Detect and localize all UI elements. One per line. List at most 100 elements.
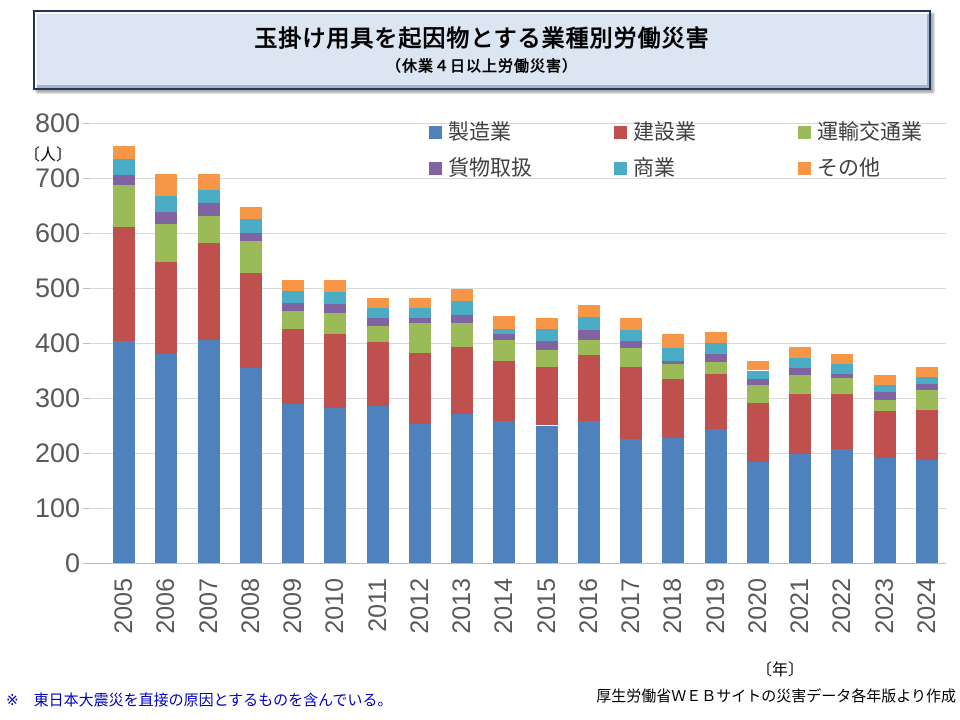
bar-segment [831,363,854,374]
bar-segment [577,305,600,318]
bar-segment [704,343,727,354]
legend-label: 運輸交通業 [817,120,922,144]
legend-item: 建設業 [614,121,696,143]
bar-segment [113,175,135,186]
y-axis-tick [83,563,90,564]
bar-segment [197,173,220,190]
bar-segment [704,429,727,563]
bar-segment [704,374,727,430]
legend-label: 製造業 [448,120,511,144]
bar-segment [620,367,643,440]
bar-segment [535,367,558,426]
bar-segment [662,360,685,365]
bar-segment [113,226,135,341]
y-axis-tick [83,288,90,289]
y-tick-label: 100 [34,493,80,523]
legend-swatch [429,125,442,139]
bar-segment [704,354,727,362]
bar-segment [915,460,938,563]
legend-item: 運輸交通業 [798,121,922,143]
bar-segment [746,402,769,462]
bar-segment [282,302,305,312]
bar-segment [535,317,558,330]
gridline [90,563,946,564]
legend-swatch [798,125,811,139]
bar-segment [408,308,431,319]
bar-segment [282,329,305,404]
bar-segment [239,207,262,220]
x-tick-label: 2020 [743,578,772,634]
bar-segment [535,425,558,563]
y-tick-label: 300 [34,383,80,413]
bar-segment [324,333,347,409]
x-tick-label: 2018 [659,578,688,634]
legend-item: 製造業 [429,121,511,143]
bar-segment [873,410,896,458]
bar-segment [873,399,896,411]
x-tick-label: 2022 [828,578,857,634]
bar-segment [831,448,854,563]
x-axis-unit-label: 〔年〕 [756,662,805,679]
y-tick-label: 500 [34,273,80,303]
bar-segment [789,393,812,454]
bar-segment [746,384,769,403]
bar-segment [451,314,474,324]
x-tick-label: 2006 [152,578,181,634]
bar-segment [366,317,389,326]
y-axis-tick [83,398,90,399]
bar-segment [915,384,938,391]
bar-segment [282,311,305,330]
bar-segment [493,328,516,334]
legend-swatch [614,125,627,139]
bar-segment [197,189,220,204]
bar-segment [535,340,558,350]
bar-segment [662,334,685,348]
x-tick-label: 2014 [490,578,519,634]
chart-subtitle: （休業４日以上労働災害） [385,57,578,75]
bar-segment [831,394,854,449]
bar-segment [577,330,600,340]
gridline [90,178,946,179]
bar-segment [408,318,431,324]
chart-title: 玉掛け用具を起因物とする業種別労働災害 [254,25,710,52]
y-axis-tick [83,508,90,509]
bar-segment [662,364,685,380]
bar-segment [113,185,135,227]
x-tick-label: 2007 [194,578,223,634]
bar-segment [324,291,347,304]
legend-swatch [798,161,811,175]
x-tick-label: 2016 [574,578,603,634]
bar-segment [113,340,135,563]
x-tick-label: 2012 [405,578,434,634]
bar-segment [493,421,516,563]
bar-segment [366,406,389,563]
bar-segment [197,215,220,244]
bar-segment [366,298,389,308]
bar-segment [620,330,643,342]
gridline [90,343,946,344]
gridline [90,398,946,399]
gridline [90,288,946,289]
legend-item: 貨物取扱 [429,157,532,179]
bar-segment [239,272,262,368]
bar-segment [155,354,178,563]
y-tick-label: 0 [64,548,80,578]
y-axis-tick [83,453,90,454]
bar-segment [451,323,474,347]
legend-label: 商業 [633,156,675,180]
y-tick-label: 600 [34,218,80,248]
bar-segment [451,413,474,563]
bar-segment [113,159,135,176]
x-tick-label: 2013 [448,578,477,634]
bar-segment [155,173,178,196]
bar-segment [451,346,474,414]
bar-segment [831,354,854,364]
bar-segment [746,360,769,371]
bar-segment [873,375,896,385]
y-axis-tick [83,123,90,124]
y-tick-label: 800 [34,108,80,138]
footnote: ※ 東日本大震災を直接の原因とするものを含んでいる。 [6,692,393,709]
legend-label: その他 [817,156,880,180]
bar-segment [535,329,558,341]
